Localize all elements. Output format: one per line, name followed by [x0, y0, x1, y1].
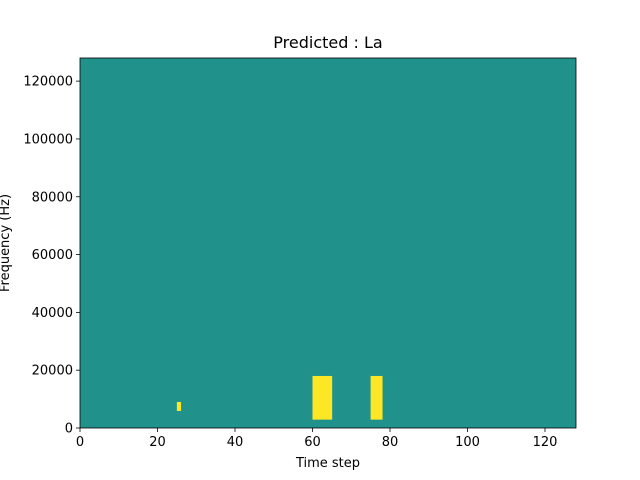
y-tick-label: 20000 [32, 364, 73, 379]
heatmap-cell [374, 393, 379, 403]
heatmap-cell [328, 393, 333, 403]
heatmap-cell [374, 375, 379, 385]
x-tick-label: 20 [149, 435, 166, 450]
heatmap-cell [328, 384, 333, 394]
heatmap-cell [324, 375, 329, 385]
x-tick-label: 40 [227, 435, 244, 450]
heatmap-cell [374, 401, 379, 411]
y-tick-label: 80000 [32, 190, 73, 205]
x-tick-label: 100 [455, 435, 480, 450]
heatmap-cell [312, 375, 317, 385]
heatmap-cell [378, 375, 383, 385]
y-tick-label: 120000 [23, 75, 73, 90]
y-axis: 0 20000 40000 60000 80000 100000 120000 [23, 75, 80, 437]
heatmap-cell [374, 410, 379, 420]
heatmap-cell [328, 410, 333, 420]
y-tick-label: 0 [65, 422, 73, 437]
heatmap-cell [374, 384, 379, 394]
heatmap-cell [324, 401, 329, 411]
heatmap-cell [370, 375, 375, 385]
heatmap-cell [320, 401, 325, 411]
heatmap-cell [316, 410, 321, 420]
heatmap-cell [324, 384, 329, 394]
y-tick-label: 40000 [32, 306, 73, 321]
heatmap-cell [312, 384, 317, 394]
heatmap-background [80, 58, 576, 428]
heatmap-cell [370, 401, 375, 411]
heatmap-cell [378, 393, 383, 403]
y-tick-label: 60000 [32, 248, 73, 263]
heatmap-cell [316, 375, 321, 385]
x-tick-label: 0 [76, 435, 84, 450]
chart-title: Predicted : La [273, 33, 382, 52]
heatmap-cell [320, 393, 325, 403]
heatmap-cell [320, 375, 325, 385]
plot-frame [79, 57, 577, 429]
y-tick-label: 100000 [23, 132, 73, 147]
heatmap-cell [370, 410, 375, 420]
heatmap-cell [316, 393, 321, 403]
x-tick-label: 120 [533, 435, 558, 450]
x-axis: 0 20 40 60 80 100 120 [76, 428, 558, 450]
y-axis-label: Frequency (Hz) [0, 194, 13, 292]
heatmap-cell [378, 410, 383, 420]
heatmap-cell [320, 410, 325, 420]
heatmap-cell [328, 375, 333, 385]
heatmap-cell [312, 393, 317, 403]
x-tick-label: 80 [382, 435, 399, 450]
heatmap-cells [80, 58, 576, 428]
heatmap-cell [378, 384, 383, 394]
heatmap-cell [328, 401, 333, 411]
x-tick-label: 60 [304, 435, 321, 450]
heatmap-cell [176, 401, 182, 411]
heatmap-cell [316, 384, 321, 394]
heatmap-cell [312, 410, 317, 420]
x-axis-label: Time step [295, 456, 360, 471]
heatmap-cell [320, 384, 325, 394]
heatmap-cell [312, 401, 317, 411]
heatmap-cell [370, 384, 375, 394]
heatmap-cell [378, 401, 383, 411]
heatmap-cell [324, 393, 329, 403]
heatmap-cell [370, 393, 375, 403]
heatmap-cell [324, 410, 329, 420]
heatmap-cell [316, 401, 321, 411]
